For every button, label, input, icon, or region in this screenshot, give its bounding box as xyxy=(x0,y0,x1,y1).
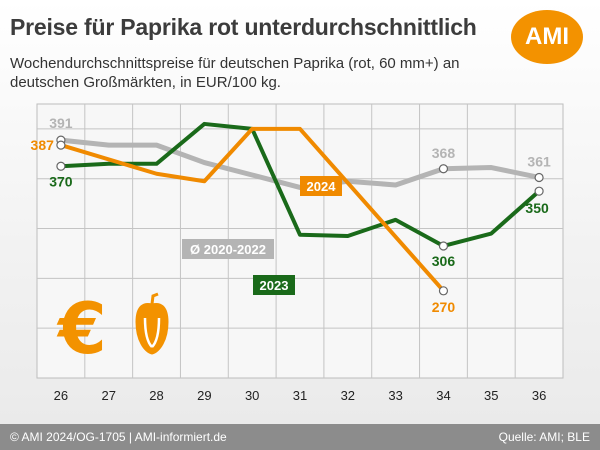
data-label: 350 xyxy=(525,200,549,216)
pepper-highlight xyxy=(143,317,161,348)
legend-box-y2024 xyxy=(300,176,342,196)
footer-source: Quelle: AMI; BLE xyxy=(498,430,590,444)
pepper-body xyxy=(135,303,169,355)
data-label: 370 xyxy=(49,173,73,189)
x-tick-label: 33 xyxy=(388,388,402,403)
data-label: 368 xyxy=(432,145,456,161)
x-tick-label: 32 xyxy=(341,388,355,403)
data-label: 270 xyxy=(432,299,456,315)
legend-box-y2023 xyxy=(253,275,295,295)
data-label: 306 xyxy=(432,253,456,269)
euro-icon: € xyxy=(56,288,107,370)
legend-label-y2024: 2024 xyxy=(307,179,337,194)
data-label: 391 xyxy=(49,115,73,131)
ami-logo: AMI xyxy=(511,10,583,64)
x-tick-label: 27 xyxy=(101,388,115,403)
plot-area xyxy=(36,103,564,379)
x-tick-label: 28 xyxy=(149,388,163,403)
legend-label-y2023: 2023 xyxy=(260,278,289,293)
data-point-y2023 xyxy=(56,161,66,171)
data-point-y2024 xyxy=(438,286,449,296)
footer-bar: © AMI 2024/OG-1705 | AMI-informiert.de Q… xyxy=(0,424,600,450)
data-point-avg xyxy=(534,172,544,183)
series-line-y2023 xyxy=(58,121,542,248)
x-tick-label: 30 xyxy=(245,388,259,403)
pepper-icon xyxy=(135,292,169,355)
pepper-stem xyxy=(150,292,159,305)
series-line-y2024 xyxy=(58,126,446,293)
data-point-y2023 xyxy=(438,241,449,251)
x-tick-label: 36 xyxy=(532,388,546,403)
data-point-y2024 xyxy=(56,140,66,150)
x-tick-label: 35 xyxy=(484,388,498,403)
x-tick-label: 31 xyxy=(293,388,307,403)
x-tick-label: 26 xyxy=(54,388,68,403)
page-title: Preise für Paprika rot unterdurchschnitt… xyxy=(10,14,477,40)
legend-label-avg: Ø 2020-2022 xyxy=(190,242,266,257)
data-label: 387 xyxy=(31,137,55,153)
x-tick-label: 34 xyxy=(436,388,450,403)
page-subtitle: Wochendurchschnittspreise für deutschen … xyxy=(10,55,460,91)
line-chart: 26 27 28 29 30 31 32 33 34 35 36 €391 387 370 368 361 30… xyxy=(31,103,564,403)
legend-box-avg xyxy=(182,239,274,259)
data-point-avg xyxy=(438,164,449,174)
footer-copyright: © AMI 2024/OG-1705 | AMI-informiert.de xyxy=(10,430,227,444)
euro-glyph: € xyxy=(56,288,107,370)
x-tick-label: 29 xyxy=(197,388,211,403)
data-label: 361 xyxy=(527,153,551,169)
data-point-y2023 xyxy=(534,186,544,196)
